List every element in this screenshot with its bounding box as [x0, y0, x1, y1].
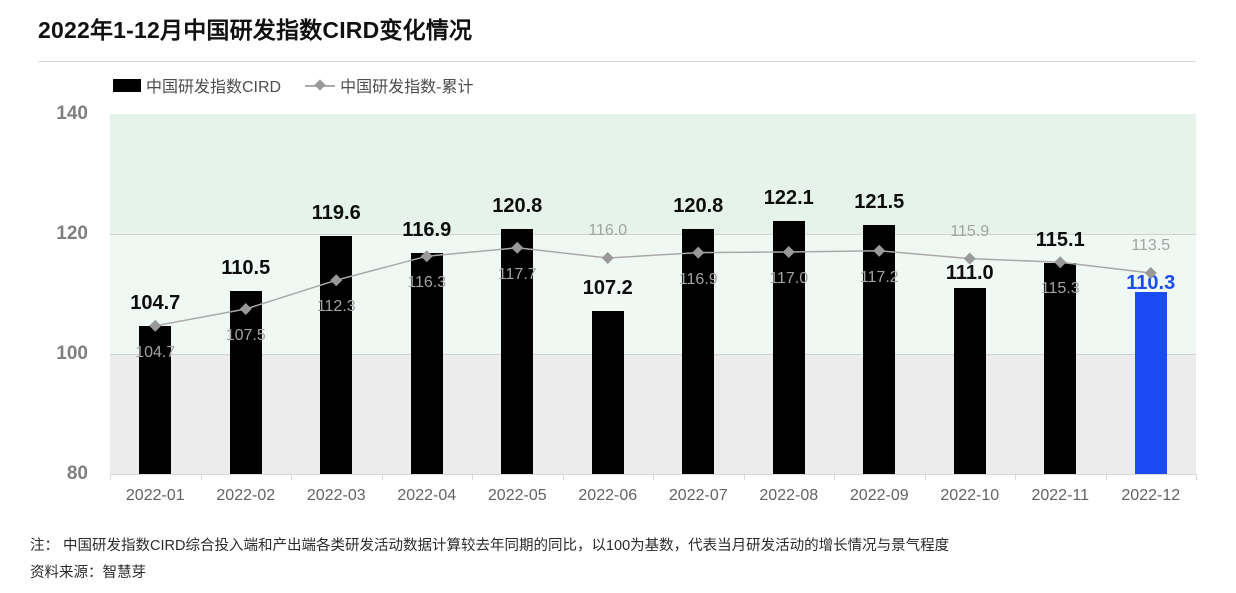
y-axis-label: 120	[56, 223, 88, 244]
x-axis-label: 2022-10	[940, 487, 1000, 504]
trend-marker-icon	[1144, 267, 1157, 279]
bar-value-label: 110.3	[1126, 272, 1176, 295]
trend-marker-icon	[692, 246, 705, 259]
bar-value-label: 107.2	[582, 276, 633, 299]
axis-tick	[1105, 474, 1107, 480]
bar-series-swatch-icon	[113, 78, 141, 92]
trend-marker-icon	[330, 274, 343, 287]
x-axis-label: 2022-08	[759, 487, 819, 504]
x-axis-label: 2022-05	[487, 487, 547, 504]
trend-value-label: 107.5	[225, 327, 266, 344]
plot-band	[110, 114, 1196, 234]
page-title: 2022年1-12月中国研发指数CIRD变化情况	[38, 17, 473, 43]
bar	[772, 221, 805, 474]
bar-value-label: 111.0	[945, 262, 994, 284]
trend-value-label: 112.3	[316, 298, 356, 316]
axis-tick	[743, 474, 745, 480]
axis-tick	[834, 474, 835, 480]
x-axis-label: 2022-09	[849, 487, 909, 504]
trend-line	[155, 247, 1151, 327]
legend-item-bar-series[interactable]: 中国研发指数CIRD	[113, 73, 281, 97]
x-axis-label: 2022-04	[397, 487, 457, 504]
plot-band	[110, 354, 1196, 474]
axis-tick	[381, 474, 383, 480]
footnote: 注： 中国研发指数CIRD综合投入端和产出端各类研发活动数据计算较去年同期的同比…	[30, 538, 950, 554]
bar	[410, 252, 443, 474]
x-axis-label: 2022-06	[578, 487, 638, 504]
trend-marker-icon	[239, 303, 252, 315]
bar-value-label: 115.1	[1035, 229, 1085, 252]
gridline	[110, 234, 1196, 235]
axis-tick	[472, 474, 473, 480]
axis-tick	[1015, 474, 1016, 480]
bar-value-label: 119.6	[311, 202, 361, 225]
trend-value-label: 116.3	[407, 274, 447, 292]
trend-marker-icon	[963, 252, 976, 265]
trend-value-label: 117.0	[769, 270, 809, 287]
x-axis-label: 2022-07	[668, 487, 728, 504]
bar	[591, 310, 624, 474]
y-axis-label: 80	[66, 463, 88, 484]
trend-marker-icon	[873, 244, 886, 257]
axis-tick	[1196, 474, 1197, 480]
trend-value-label: 116.9	[678, 270, 718, 288]
x-axis-label: 2022-02	[216, 487, 276, 504]
axis-tick	[200, 474, 202, 480]
gridline	[110, 354, 1196, 355]
trend-value-label: 117.2	[859, 268, 899, 286]
axis-tick	[653, 474, 654, 480]
bar-value-label: 121.5	[854, 191, 905, 213]
axis-tick	[110, 474, 111, 480]
x-axis-label: 2022-01	[125, 487, 185, 504]
bar	[863, 225, 896, 474]
bar	[1044, 263, 1077, 474]
axis-tick	[291, 474, 292, 480]
bar	[229, 291, 262, 474]
chart-legend: 中国研发指数CIRD 中国研发指数-累计	[113, 73, 473, 97]
trend-marker-icon	[601, 252, 614, 264]
trend-line-svg	[149, 241, 1157, 332]
trend-value-label: 104.7	[135, 343, 176, 361]
line-series-swatch-icon	[305, 79, 336, 92]
bar-value-label: 110.5	[221, 257, 271, 279]
y-axis-label: 100	[56, 343, 88, 364]
bar	[1134, 292, 1167, 474]
trend-marker-icon	[1054, 256, 1067, 269]
bar-value-label: 116.9	[402, 218, 452, 241]
title-divider	[38, 61, 1196, 62]
y-axis-label: 140	[56, 103, 88, 124]
trend-marker-icon	[420, 250, 433, 263]
x-axis-label: 2022-12	[1121, 487, 1181, 504]
bar-value-label: 120.8	[492, 195, 543, 218]
trend-marker-icon	[511, 241, 524, 254]
bar	[501, 229, 534, 474]
axis-tick	[562, 474, 564, 480]
source-note: 资料来源：智慧芽	[30, 565, 146, 581]
bar-value-label: 120.8	[673, 195, 724, 218]
legend-line-label: 中国研发指数-累计	[340, 79, 474, 96]
bar	[953, 288, 986, 474]
trend-value-label: 115.3	[1040, 280, 1080, 298]
bar	[682, 229, 715, 474]
trend-value-label: 113.5	[1131, 237, 1171, 254]
bar-value-label: 122.1	[763, 187, 814, 210]
trend-value-label: 117.7	[497, 265, 537, 283]
x-axis-label: 2022-03	[306, 487, 366, 504]
bar-value-label: 104.7	[130, 291, 181, 314]
x-axis-label: 2022-11	[1031, 487, 1090, 504]
trend-marker-icon	[149, 319, 162, 332]
legend-bar-label: 中国研发指数CIRD	[146, 79, 282, 96]
bar	[139, 325, 172, 474]
trend-marker-icon	[782, 246, 795, 258]
trend-value-label: 116.0	[588, 222, 628, 239]
axis-tick	[924, 474, 926, 480]
legend-item-line-series[interactable]: 中国研发指数-累计	[305, 73, 473, 97]
trend-value-label: 115.9	[950, 222, 990, 240]
